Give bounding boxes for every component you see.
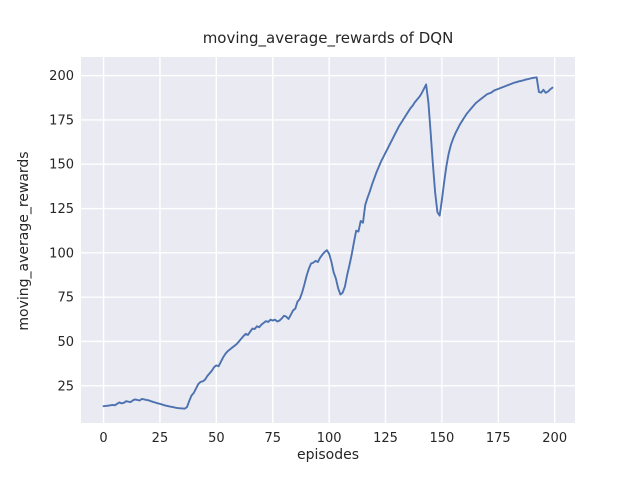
x-tick-label: 150 bbox=[429, 431, 454, 446]
y-tick-labels: 25 50 75 100 125 150 175 200 bbox=[49, 69, 74, 394]
x-tick-label: 0 bbox=[99, 431, 107, 446]
x-axis-label: episodes bbox=[296, 447, 360, 463]
x-tick-label: 50 bbox=[208, 431, 225, 446]
x-tick-label: 75 bbox=[264, 431, 281, 446]
x-tick-label: 125 bbox=[373, 431, 398, 446]
y-tick-label: 25 bbox=[57, 379, 74, 394]
x-tick-labels: 0 25 50 75 100 125 150 175 200 bbox=[99, 431, 567, 446]
x-tick-label: 200 bbox=[542, 431, 567, 446]
y-tick-label: 200 bbox=[49, 69, 74, 84]
y-tick-label: 150 bbox=[49, 158, 74, 173]
chart-title: moving_average_rewards of DQN bbox=[202, 29, 454, 47]
y-tick-label: 125 bbox=[49, 202, 74, 217]
plot-area bbox=[81, 57, 575, 423]
x-tick-label: 25 bbox=[152, 431, 169, 446]
y-tick-label: 75 bbox=[57, 291, 74, 306]
reward-line bbox=[102, 76, 554, 410]
x-tick-label: 175 bbox=[486, 431, 511, 446]
y-tick-label: 50 bbox=[57, 335, 74, 350]
y-tick-label: 175 bbox=[49, 113, 74, 128]
y-axis-label: moving_average_rewards bbox=[16, 151, 32, 331]
y-tick-label: 100 bbox=[49, 246, 74, 261]
x-tick-label: 100 bbox=[317, 431, 342, 446]
